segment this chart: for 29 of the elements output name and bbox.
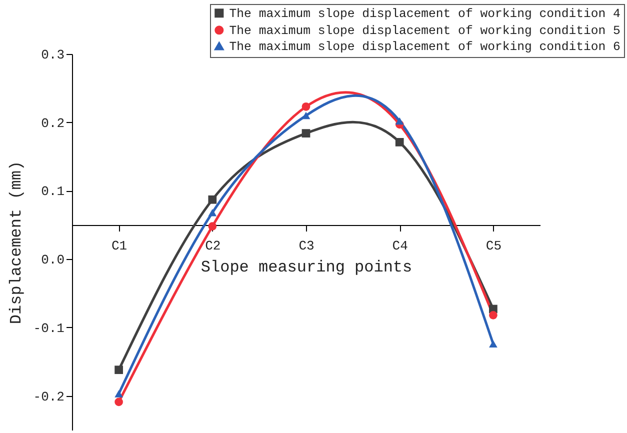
point bbox=[302, 112, 310, 120]
x-tick-label: C2 bbox=[205, 238, 221, 254]
x-tick-label: C4 bbox=[392, 238, 408, 254]
legend-label: The maximum slope displacement of working condition 6 bbox=[229, 40, 620, 54]
y-tick-label: -0.2 bbox=[33, 389, 64, 404]
point bbox=[489, 340, 498, 348]
point bbox=[208, 222, 217, 230]
x-tick-label: C5 bbox=[486, 238, 502, 254]
y-tick-label: 0.2 bbox=[41, 116, 64, 131]
point bbox=[114, 390, 123, 398]
x-tick-label: C3 bbox=[298, 238, 314, 254]
x-axis-title: Slope measuring points bbox=[200, 258, 412, 276]
point bbox=[208, 208, 217, 216]
y-tick-label: 0.1 bbox=[41, 184, 65, 200]
point bbox=[208, 195, 217, 204]
point bbox=[489, 310, 498, 320]
y-tick-label: -0.1 bbox=[33, 320, 65, 336]
point bbox=[395, 138, 404, 146]
point bbox=[114, 366, 123, 374]
point bbox=[114, 398, 123, 406]
y-tick-label: 0.3 bbox=[41, 48, 64, 62]
x-tick-label: C1 bbox=[111, 238, 128, 254]
legend-label: The maximum slope displacement of working condition 4 bbox=[229, 7, 620, 22]
legend-label: The maximum slope displacement of working condition 5 bbox=[229, 24, 620, 38]
point bbox=[302, 102, 310, 111]
point bbox=[302, 129, 310, 138]
point bbox=[395, 117, 404, 125]
y-tick-label: 0.0 bbox=[41, 252, 64, 268]
y-axis-title: Displacement (mm) bbox=[7, 160, 26, 324]
